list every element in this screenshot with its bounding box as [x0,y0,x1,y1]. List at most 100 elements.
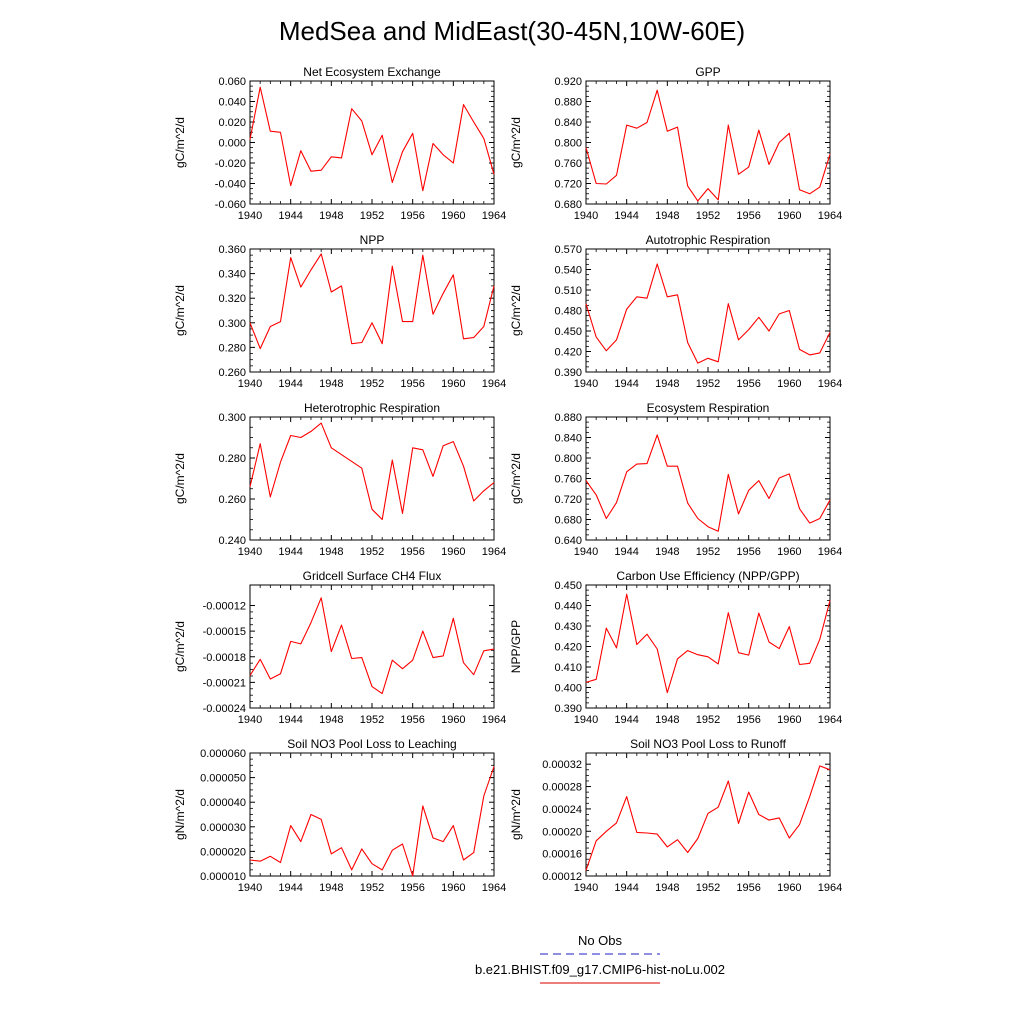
chart-panel-0: Net Ecosystem Exchange gC/m^2/d 1940 1944 19… [173,65,506,222]
y-tick-label: -0.00024 [203,703,246,715]
x-tick-label: 1944 [278,546,302,558]
x-tick-label: 1952 [696,210,720,222]
x-tick-label: 1940 [238,882,262,894]
x-tick-label: 1940 [574,210,598,222]
y-tick-label: 0.440 [554,601,582,613]
x-tick-label: 1940 [238,378,262,390]
series-line-0 [585,434,831,532]
series-line-0 [249,422,495,521]
y-tick-label: 0.000030 [200,822,246,834]
x-tick-label: 1956 [400,714,424,726]
panel-ylabel: gC/m^2/d [173,621,187,672]
y-tick-label: 0.000040 [200,797,246,809]
y-tick-label: -0.00015 [203,626,246,638]
x-tick-label: 1952 [360,882,384,894]
y-tick-label: -0.040 [215,179,246,191]
plot-frame [249,584,495,709]
series-line-0 [249,766,495,877]
y-tick-label: 0.760 [554,474,582,486]
y-tick-label: 0.040 [218,97,246,109]
series-line-0 [249,597,495,695]
x-tick-label: 1960 [777,714,801,726]
chart-panel-8: Soil NO3 Pool Loss to Leaching gN/m^2/d 19… [173,737,506,894]
y-tick-label: 0.720 [554,494,582,506]
y-tick-label: -0.00018 [203,652,246,664]
series-line-0 [249,86,495,192]
x-tick-label: 1964 [482,882,506,894]
x-tick-label: 1940 [574,546,598,558]
y-tick-label: 0.410 [554,662,582,674]
x-tick-label: 1944 [278,882,302,894]
y-tick-label: 0.00020 [542,826,582,838]
panel-ylabel: gC/m^2/d [173,285,187,336]
x-tick-label: 1940 [238,546,262,558]
x-tick-label: 1948 [655,210,679,222]
x-tick-label: 1952 [696,378,720,390]
y-tick-label: 0.260 [218,367,246,379]
panel-ylabel: gN/m^2/d [509,789,523,840]
x-tick-label: 1948 [655,882,679,894]
x-tick-label: 1948 [319,546,343,558]
chart-panel-5: Ecosystem Respiration gC/m^2/d 1940 1944 194… [509,401,842,558]
panel-ylabel: gC/m^2/d [509,453,523,504]
plot-frame [585,584,831,709]
chart-panel-4: Heterotrophic Respiration gC/m^2/d 1940 194… [173,401,506,558]
x-tick-label: 1944 [278,714,302,726]
x-tick-label: 1940 [574,714,598,726]
x-tick-label: 1956 [400,210,424,222]
y-tick-label: 0.420 [554,642,582,654]
y-tick-label: 0.280 [218,453,246,465]
x-tick-label: 1940 [238,714,262,726]
chart-panel-3: Autotrophic Respiration gC/m^2/d 1940 1944 1… [509,233,842,390]
x-tick-label: 1948 [319,210,343,222]
y-tick-label: 0.570 [554,244,582,256]
y-tick-label: 0.300 [218,318,246,330]
x-tick-label: 1944 [614,714,638,726]
plot-frame [249,416,495,541]
x-tick-label: 1948 [655,546,679,558]
x-tick-label: 1960 [441,378,465,390]
x-tick-label: 1964 [482,546,506,558]
panel-title: Net Ecosystem Exchange [303,65,441,79]
x-tick-label: 1944 [614,882,638,894]
y-tick-label: 0.800 [554,138,582,150]
x-tick-label: 1948 [319,714,343,726]
y-tick-label: 0.340 [218,269,246,281]
legend-label-run: b.e21.BHIST.f09_g17.CMIP6-hist-noLu.002 [475,962,725,977]
y-tick-label: -0.00021 [203,677,246,689]
y-tick-label: 0.360 [218,244,246,256]
y-tick-label: 0.260 [218,494,246,506]
y-tick-label: -0.00012 [203,601,246,613]
y-tick-label: 0.060 [218,76,246,88]
x-tick-label: 1952 [360,210,384,222]
x-tick-label: 1940 [574,378,598,390]
y-tick-label: 0.300 [218,412,246,424]
legend: No Obs b.e21.BHIST.f09_g17.CMIP6-hist-no… [475,933,725,984]
panel-title: Soil NO3 Pool Loss to Runoff [630,737,787,751]
x-tick-label: 1944 [278,210,302,222]
x-tick-label: 1956 [736,378,760,390]
y-tick-label: 0.320 [218,293,246,305]
y-tick-label: 0.880 [554,97,582,109]
y-tick-label: 0.280 [218,342,246,354]
x-tick-label: 1956 [400,546,424,558]
x-tick-label: 1956 [736,882,760,894]
y-tick-label: 0.00032 [542,759,582,771]
y-tick-label: 0.480 [554,306,582,318]
y-tick-label: 0.00028 [542,782,582,794]
x-tick-label: 1952 [696,546,720,558]
x-tick-label: 1964 [482,210,506,222]
x-tick-label: 1948 [319,882,343,894]
plot-frame [585,80,831,205]
x-tick-label: 1964 [818,378,842,390]
y-tick-label: 0.450 [554,580,582,592]
y-tick-label: 0.000020 [200,846,246,858]
y-tick-label: 0.000010 [200,871,246,883]
panels: Net Ecosystem Exchange gC/m^2/d 1940 1944 19… [173,65,842,894]
x-tick-label: 1948 [655,714,679,726]
panel-title: Soil NO3 Pool Loss to Leaching [287,737,456,751]
panel-title: Gridcell Surface CH4 Flux [303,569,442,583]
series-line-0 [585,89,831,202]
x-tick-label: 1964 [818,210,842,222]
plot-frame [585,416,831,541]
